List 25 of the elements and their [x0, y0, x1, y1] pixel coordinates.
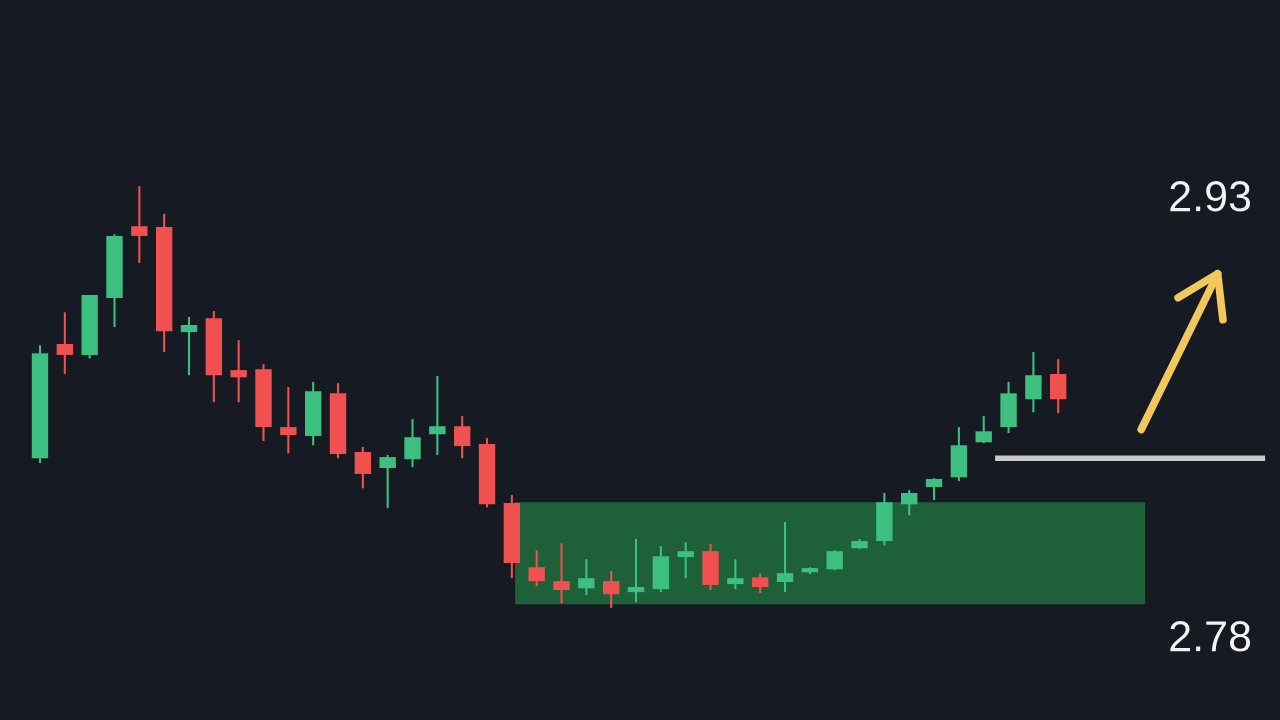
annotation: 2.93: [1170, 181, 1251, 212]
candlestick: [404, 418, 421, 469]
candlestick: [230, 339, 247, 404]
candlestick: [528, 549, 545, 588]
candlestick: [354, 445, 372, 490]
candlestick: [901, 488, 918, 517]
candlestick: [280, 385, 297, 455]
candlestick: [727, 558, 744, 591]
text: 2.78: [1170, 621, 1251, 652]
candlestick: [826, 549, 843, 572]
candlestick: [131, 185, 148, 264]
candlestick: [603, 569, 620, 610]
candlestick: [180, 315, 198, 377]
candlestick: [925, 477, 943, 502]
candlestick: [453, 415, 471, 460]
candlestick: [677, 541, 694, 580]
candlestick: [553, 542, 570, 605]
candlestick: [379, 453, 396, 510]
candlestick: [776, 521, 794, 594]
candlestick: [627, 537, 645, 604]
candlestick: [56, 311, 74, 375]
candlestick: [429, 375, 446, 456]
candlestick: [975, 415, 992, 445]
candlestick: [752, 572, 769, 595]
candlestick: [578, 558, 595, 597]
